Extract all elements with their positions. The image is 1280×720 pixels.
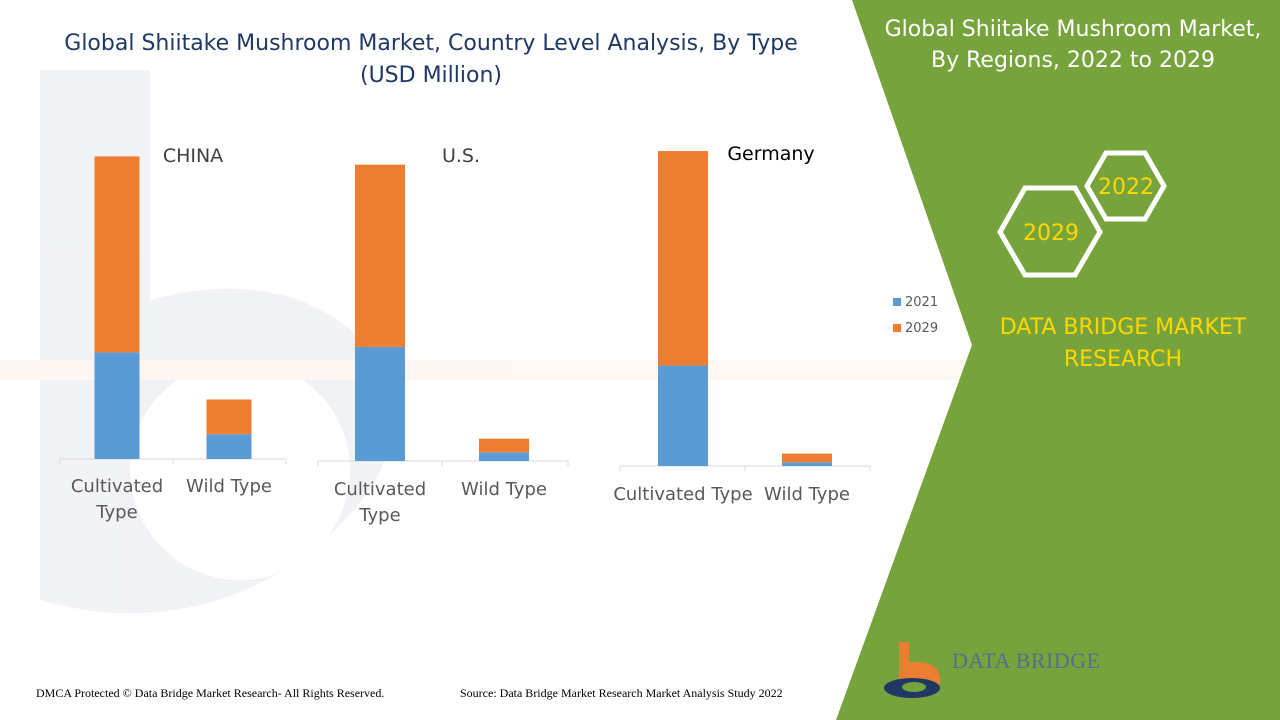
bar-u-s-cultivated-type-2029 — [355, 164, 405, 347]
main-title-line2: (USD Million) — [359, 63, 502, 88]
legend-swatch-2029 — [893, 324, 901, 332]
panel-title-u-s: U.S. — [442, 145, 480, 167]
bar-china-cultivated-type-2021 — [94, 352, 140, 459]
hexagon-2029 — [997, 185, 1103, 278]
bar-china-wild-type-2029 — [206, 399, 252, 435]
category-label-line: Cultivated — [334, 479, 426, 500]
bar-u-s-wild-type-2029 — [479, 438, 529, 453]
category-label-china-0: Cultivated Type — [71, 476, 163, 523]
hexagon-2022 — [1084, 150, 1167, 222]
category-label-u-s-0: Cultivated Type — [334, 479, 426, 526]
category-label-line: Type — [95, 502, 137, 523]
panel-title-germany: Germany — [727, 143, 814, 165]
legend-swatch-2021 — [893, 298, 901, 306]
copyright-notice: DMCA Protected © Data Bridge Market Rese… — [36, 686, 385, 700]
category-label-china-1: Wild Type — [186, 476, 272, 497]
brand-name: DATA BRIDGE MARKET RESEARCH — [968, 312, 1278, 376]
bar-germany-wild-type-2021 — [782, 462, 832, 466]
data-bridge-logo-icon — [884, 642, 940, 699]
green-panel — [836, 0, 1280, 720]
category-label-germany-0: Cultivated Type — [613, 484, 752, 505]
regions-title-line1: Global Shiitake Mushroom Market, — [884, 17, 1262, 42]
category-label-line: Type — [358, 505, 400, 526]
category-label-line: Wild Type — [461, 479, 547, 500]
bar-china-cultivated-type-2029 — [94, 156, 140, 353]
category-label-u-s-1: Wild Type — [461, 479, 547, 500]
source-note: Source: Data Bridge Market Research Mark… — [460, 686, 783, 700]
panel-title-china: CHINA — [163, 145, 223, 167]
category-label-line: Wild Type — [186, 476, 272, 497]
regions-title-line2: By Regions, 2022 to 2029 — [931, 48, 1215, 73]
bar-germany-cultivated-type-2029 — [658, 151, 708, 366]
bar-china-wild-type-2021 — [206, 434, 252, 459]
bar-u-s-cultivated-type-2021 — [355, 346, 405, 461]
brand-name-line1: DATA BRIDGE MARKET — [999, 315, 1247, 340]
category-label-germany-1: Wild Type — [764, 484, 850, 505]
bar-u-s-wild-type-2021 — [479, 452, 529, 461]
chart-main-title: Global Shiitake Mushroom Market, Country… — [40, 28, 822, 92]
brand-name-line2: RESEARCH — [1063, 347, 1183, 372]
category-label-line: Cultivated Type — [613, 484, 752, 505]
regions-title: Global Shiitake Mushroom Market, By Regi… — [868, 14, 1278, 76]
legend-label-2029: 2029 — [905, 321, 938, 336]
main-title-line1: Global Shiitake Mushroom Market, Country… — [64, 31, 798, 56]
logo-wordmark: DATA BRIDGE — [952, 648, 1101, 673]
hex-year-2022: 2022 — [1098, 175, 1154, 200]
category-label-line: Wild Type — [764, 484, 850, 505]
bar-germany-wild-type-2029 — [782, 453, 832, 463]
legend-label-2021: 2021 — [905, 295, 938, 310]
hex-year-2029: 2029 — [1023, 221, 1079, 246]
category-label-line: Cultivated — [71, 476, 163, 497]
bar-germany-cultivated-type-2021 — [658, 365, 708, 466]
chart-area: CHINA Cultivated Type Wild Type U.S. Cultivat… — [59, 143, 938, 526]
